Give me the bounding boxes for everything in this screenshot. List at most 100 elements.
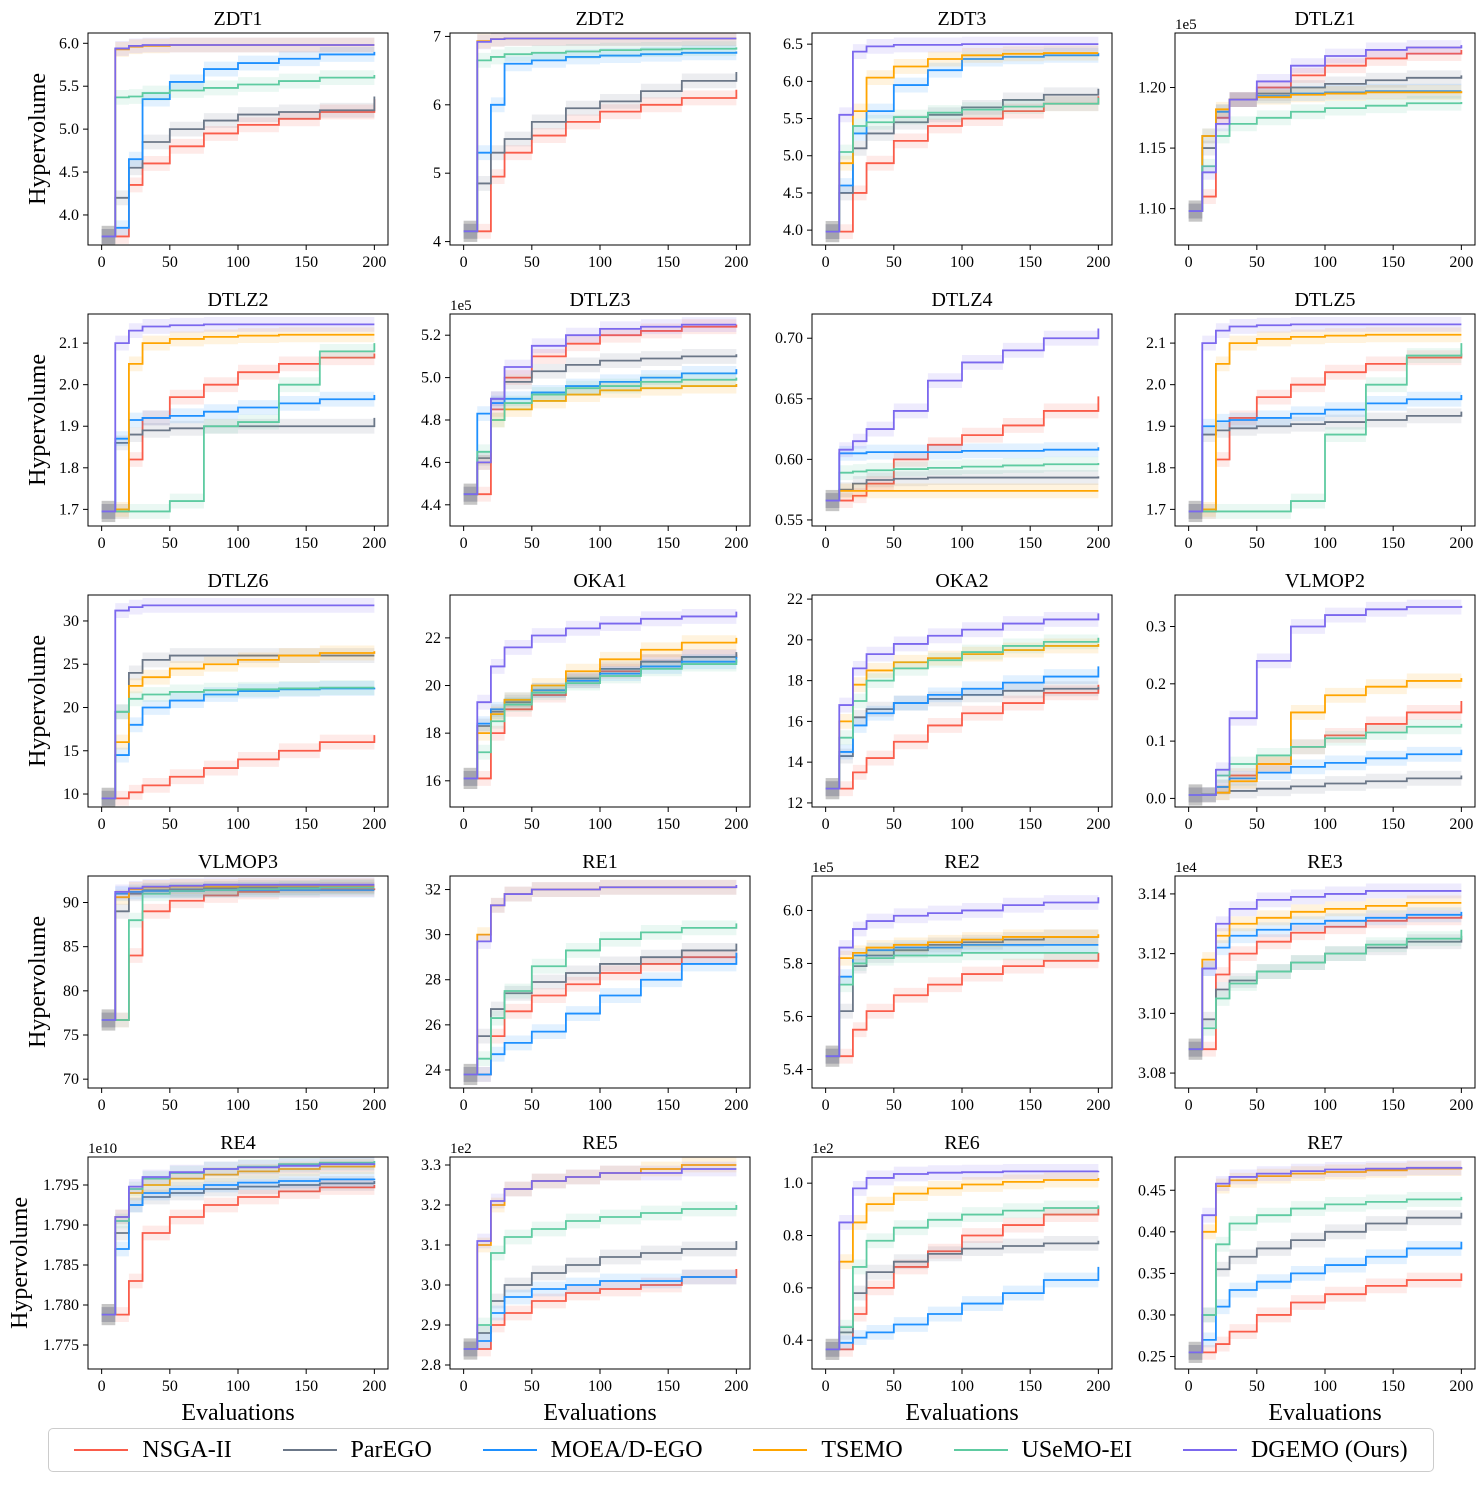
x-tick-label: 0 [1185, 254, 1193, 271]
subplot-title: RE6 [944, 1132, 980, 1154]
x-tick-label: 150 [1018, 254, 1042, 271]
x-tick-label: 50 [1249, 254, 1265, 271]
y-tick-label: 18 [787, 673, 803, 690]
band-usemo-ei [463, 651, 737, 786]
series-dgemo-ours [101, 44, 375, 238]
x-tick-label: 200 [1086, 254, 1110, 271]
y-tick-label: 6.5 [783, 36, 803, 53]
x-tick-label: 0 [98, 535, 106, 552]
y-tick-label: 80 [63, 983, 79, 1000]
x-tick-label: 0 [1185, 1097, 1193, 1114]
x-tick-label: 50 [1249, 816, 1265, 833]
subplot-re1: 0 50 100 150 200 24 26 28 30 32 RE1 [425, 851, 751, 1114]
y-tick-label: 3.3 [421, 1157, 441, 1174]
legend-label: ParEGO [350, 1436, 432, 1463]
subplot-re2: 0 50 100 150 200 5.4 5.6 5.8 6.0 RE2 1e5 [783, 851, 1113, 1114]
y-tick-label: 0.40 [1138, 1224, 1166, 1241]
y-tick-label: 30 [425, 927, 441, 944]
x-tick-label: 50 [524, 1378, 540, 1395]
y-tick-label: 14 [787, 754, 803, 771]
band-nsga-ii [101, 1177, 375, 1323]
series-moea-d-ego [101, 1178, 376, 1316]
y-tick-label: 16 [425, 773, 441, 790]
subplot-title: VLMOP2 [1285, 570, 1365, 592]
x-tick-label: 50 [162, 816, 178, 833]
series-usemo-ei [1188, 343, 1463, 513]
y-tick-label: 0.45 [1138, 1182, 1166, 1199]
band-parego [1188, 67, 1462, 219]
subplot-title: RE1 [582, 851, 618, 873]
y-tick-label: 16 [787, 713, 803, 730]
legend-label: USeMO-EI [1021, 1436, 1133, 1463]
series-nsga-ii [101, 1185, 376, 1316]
x-tick-label: 150 [1381, 816, 1405, 833]
subplot-title: DTLZ4 [931, 289, 992, 311]
y-tick-label: 1.785 [43, 1257, 79, 1274]
legend-label: TSEMO [821, 1436, 903, 1463]
y-tick-label: 6.0 [783, 902, 803, 919]
x-tick-label: 50 [524, 1097, 540, 1114]
y-tick-label: 2.1 [59, 335, 79, 352]
x-tick-label: 200 [1449, 254, 1473, 271]
axis-multiplier: 1e10 [88, 1141, 117, 1157]
x-tick-label: 100 [226, 535, 250, 552]
subplot-dtlz1: 0 50 100 150 200 1.10 1.15 1.20 DTLZ1 1e5 [1138, 8, 1476, 271]
series-dgemo-ours [101, 604, 375, 800]
y-tick-label: 2.0 [1146, 377, 1166, 394]
x-tick-label: 200 [362, 816, 386, 833]
band-tsemo [101, 643, 375, 806]
y-tick-label: 5.4 [783, 1061, 803, 1078]
y-tick-label: 28 [425, 972, 441, 989]
x-tick-label: 100 [1313, 816, 1337, 833]
series-parego [825, 1240, 1100, 1351]
band-dgemo-ours [463, 877, 737, 1082]
x-tick-label: 100 [588, 254, 612, 271]
legend-label: NSGA-II [142, 1436, 232, 1463]
y-tick-label: 1.7 [1146, 501, 1166, 518]
x-tick-label: 0 [460, 535, 468, 552]
legend-swatch [1182, 1449, 1237, 1451]
x-tick-label: 50 [162, 535, 178, 552]
y-tick-label: 1.9 [1146, 418, 1166, 435]
legend: NSGA-II ParEGO MOEA/D-EGO TSEMO USeMO-EI DGEM… [48, 1428, 1434, 1472]
y-tick-label: 4.0 [783, 222, 803, 239]
x-tick-label: 50 [162, 1097, 178, 1114]
series-tsemo [1188, 1167, 1463, 1354]
y-tick-label: 22 [425, 630, 441, 647]
x-axis-label: Evaluations [1268, 1400, 1381, 1426]
x-tick-label: 100 [1313, 1378, 1337, 1395]
series-dgemo-ours [101, 323, 375, 513]
x-tick-label: 150 [294, 816, 318, 833]
subplot-title: DTLZ3 [569, 289, 630, 311]
subplot-dtlz6: 0 50 100 150 200 10 15 20 25 30 DTLZ6 Hypervolume [25, 570, 389, 833]
band-usemo-ei [101, 680, 375, 806]
series-dgemo-ours [463, 1168, 737, 1350]
series-usemo-ei [101, 686, 375, 800]
series-tsemo [825, 934, 1100, 1058]
x-tick-label: 50 [1249, 1378, 1265, 1395]
x-tick-label: 0 [822, 1097, 830, 1114]
y-axis-label: Hypervolume [25, 916, 51, 1048]
subplot-title: DTLZ1 [1294, 8, 1355, 30]
y-tick-label: 5 [433, 165, 441, 182]
y-axis-label: Hypervolume [25, 635, 51, 767]
y-tick-label: 0.2 [1146, 676, 1166, 693]
axis-multiplier: 1e2 [450, 1141, 472, 1157]
x-tick-label: 200 [724, 1097, 748, 1114]
subplot-title: DTLZ6 [207, 570, 268, 592]
band-moea-d-ego [1188, 904, 1462, 1057]
x-tick-label: 200 [362, 1097, 386, 1114]
y-tick-label: 0.30 [1138, 1307, 1166, 1324]
band-moea-d-ego [463, 649, 737, 786]
y-tick-label: 3.2 [421, 1197, 441, 1214]
y-tick-label: 20 [787, 632, 803, 649]
x-tick-label: 200 [724, 254, 748, 271]
x-tick-label: 200 [1449, 1378, 1473, 1395]
x-tick-label: 150 [1018, 816, 1042, 833]
y-tick-label: 4.8 [421, 412, 441, 429]
y-tick-label: 0.70 [775, 330, 803, 347]
band-usemo-ei [1188, 1189, 1462, 1360]
series-usemo-ei [825, 463, 1100, 502]
subplot-re5: 0 50 100 150 200 2.8 2.9 3.0 3.1 3.2 3.3 RE5 1e2 Eval… [421, 1132, 751, 1426]
